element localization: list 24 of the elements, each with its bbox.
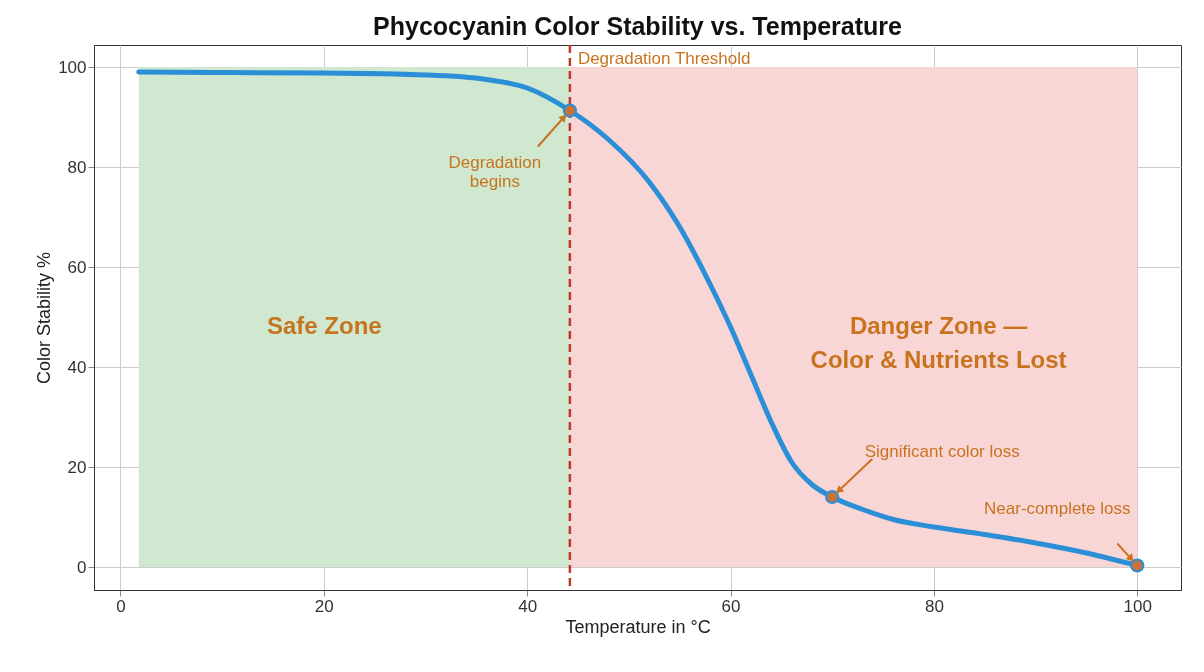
y-tick-label: 0 (77, 557, 87, 577)
y-tick-label: 60 (67, 257, 87, 277)
point (825, 489, 840, 505)
x-tick-label: 20 (314, 596, 334, 616)
y-axis-title: Color Stability % (34, 251, 55, 385)
y-tick-label: 20 (67, 457, 87, 477)
x-axis-title: Temperature in °C (565, 616, 711, 637)
annotation: Degradation begins (448, 152, 542, 191)
band-label: Safe Zone (266, 312, 382, 339)
annotation: Near-complete loss (984, 498, 1131, 518)
x-tick-label: 80 (924, 596, 944, 616)
y-tick-label: 100 (58, 57, 87, 77)
x-tick-label: 60 (721, 596, 741, 616)
x-tick-label: 100 (1123, 596, 1152, 616)
chart-title: Phycocyanin Color Stability vs. Temperature (373, 11, 903, 40)
point (562, 103, 577, 118)
y-tick-label: 40 (67, 357, 87, 377)
annotation: Significant color loss (864, 442, 1020, 461)
y-tick-label: 80 (67, 157, 87, 177)
band-label: Danger Zone — Color & Nutrients Lost (810, 312, 1067, 373)
ref-line-label: Degradation Threshold (577, 49, 751, 68)
point (1130, 558, 1145, 573)
x-tick-label: 40 (518, 596, 538, 616)
x-tick-label: 0 (116, 596, 126, 616)
